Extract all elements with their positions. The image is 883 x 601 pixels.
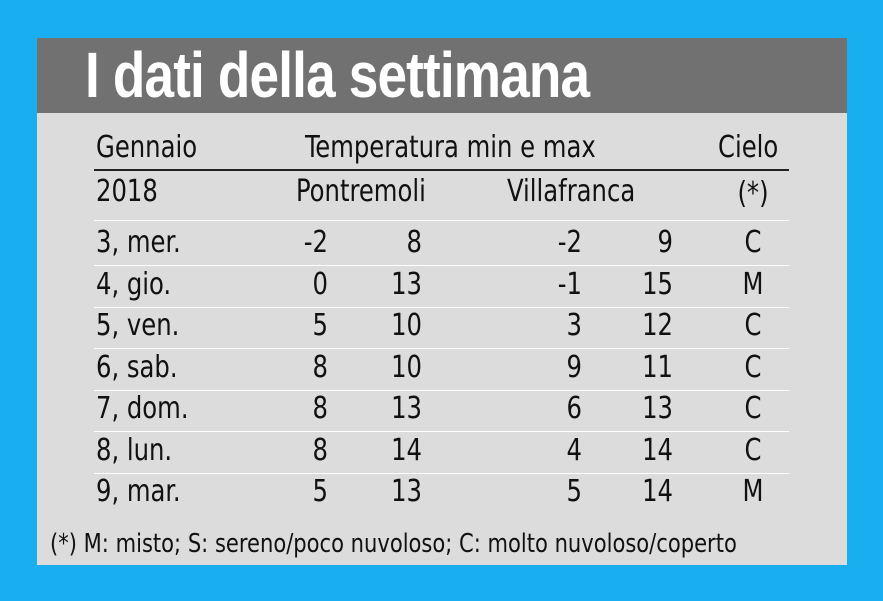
cell-v-min: 3	[566, 308, 582, 343]
row-divider	[94, 348, 789, 349]
cell-sky: C	[744, 391, 762, 426]
cell-v-min: 6	[566, 391, 582, 426]
cell-sky: C	[744, 349, 762, 385]
cell-p-min: 8	[312, 432, 328, 468]
row-divider	[94, 265, 789, 266]
title-bar: I dati della settimana	[37, 38, 847, 113]
header-city-pontremoli: Pontremoli	[296, 174, 426, 209]
weather-table-panel: I dati della settimana Gennaio Temperatu…	[37, 38, 847, 565]
row-divider	[94, 220, 789, 221]
cell-v-min: -1	[557, 266, 582, 302]
cell-v-min: 4	[566, 432, 582, 468]
cell-v-max: 14	[642, 432, 673, 468]
row-divider	[94, 306, 789, 308]
cell-v-min: 9	[566, 349, 582, 385]
cell-sky: M	[742, 474, 764, 509]
cell-v-max: 12	[642, 308, 673, 343]
cell-v-max: 14	[642, 474, 673, 509]
cell-p-min: 8	[312, 391, 328, 426]
cell-sky: M	[742, 266, 764, 302]
cell-p-max: 10	[391, 349, 422, 385]
cell-v-max: 9	[657, 225, 673, 260]
cell-p-max: 13	[391, 391, 422, 426]
cell-sky: C	[744, 225, 762, 260]
cell-v-max: 13	[642, 391, 673, 426]
cell-day: 5, ven.	[96, 308, 180, 343]
cell-day: 8, lun.	[96, 432, 173, 468]
cell-day: 6, sab.	[96, 349, 178, 385]
cell-p-max: 8	[406, 225, 422, 260]
row-divider	[94, 431, 789, 432]
cell-v-max: 15	[642, 266, 673, 302]
cell-sky: C	[744, 432, 762, 468]
row-divider	[94, 472, 789, 474]
cell-v-max: 11	[642, 349, 673, 385]
header-sky-note: (*)	[737, 176, 769, 211]
cell-p-max: 10	[391, 308, 422, 343]
cell-p-min: 8	[312, 349, 328, 385]
row-divider	[94, 389, 789, 391]
footnote: (*) M: misto; S: sereno/poco nuvoloso; C…	[50, 529, 737, 559]
cell-p-max: 13	[391, 266, 422, 302]
header-city-villafranca: Villafranca	[507, 174, 636, 209]
cell-day: 7, dom.	[96, 391, 189, 426]
cell-p-max: 13	[391, 474, 422, 509]
cell-v-min: -2	[557, 225, 582, 260]
cell-p-min: 5	[312, 308, 328, 343]
header-sky: Cielo	[718, 130, 779, 165]
header-divider	[94, 169, 789, 171]
cell-p-min: -2	[303, 225, 328, 260]
cell-day: 4, gio.	[96, 266, 172, 302]
header-month: Gennaio	[96, 130, 198, 165]
cell-sky: C	[744, 308, 762, 343]
page-title: I dati della settimana	[85, 39, 590, 111]
cell-p-min: 0	[312, 266, 328, 302]
cell-v-min: 5	[566, 474, 582, 509]
header-temperature: Temperatura min e max	[305, 130, 596, 165]
cell-p-max: 14	[391, 432, 422, 468]
cell-p-min: 5	[312, 474, 328, 509]
header-year: 2018	[96, 174, 158, 209]
cell-day: 9, mar.	[96, 474, 181, 509]
cell-day: 3, mer.	[96, 225, 181, 260]
